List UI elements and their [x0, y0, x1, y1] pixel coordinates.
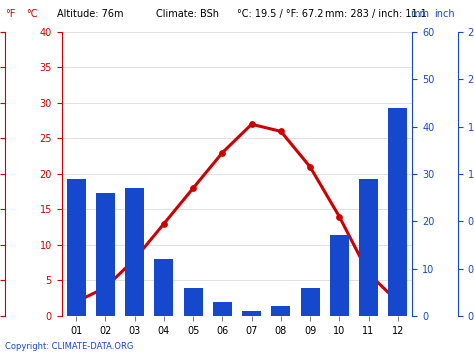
Bar — [213, 302, 232, 316]
Text: °F: °F — [5, 9, 15, 19]
Bar — [359, 179, 378, 316]
Point — [394, 299, 401, 305]
Text: mm: mm — [410, 9, 429, 19]
Point — [131, 256, 138, 262]
Text: Climate: BSh: Climate: BSh — [156, 9, 219, 19]
Text: inch: inch — [434, 9, 455, 19]
Bar — [271, 306, 291, 316]
Point — [336, 214, 343, 219]
Bar — [155, 259, 173, 316]
Bar — [67, 179, 86, 316]
Text: mm: 283 / inch: 11.1: mm: 283 / inch: 11.1 — [325, 9, 427, 19]
Bar — [242, 311, 261, 316]
Bar — [96, 193, 115, 316]
Point — [160, 221, 168, 226]
Point — [365, 271, 372, 276]
Point — [219, 150, 226, 155]
Bar — [301, 288, 319, 316]
Bar — [125, 188, 144, 316]
Text: Altitude: 76m: Altitude: 76m — [57, 9, 123, 19]
Point — [189, 185, 197, 191]
Point — [306, 164, 314, 170]
Text: °C: °C — [26, 9, 37, 19]
Bar — [183, 288, 203, 316]
Text: °C: 19.5 / °F: 67.2: °C: 19.5 / °F: 67.2 — [237, 9, 323, 19]
Bar — [330, 235, 349, 316]
Point — [277, 129, 284, 134]
Text: Copyright: CLIMATE-DATA.ORG: Copyright: CLIMATE-DATA.ORG — [5, 343, 133, 351]
Bar — [388, 108, 407, 316]
Point — [248, 121, 255, 127]
Point — [101, 285, 109, 290]
Point — [73, 299, 80, 305]
